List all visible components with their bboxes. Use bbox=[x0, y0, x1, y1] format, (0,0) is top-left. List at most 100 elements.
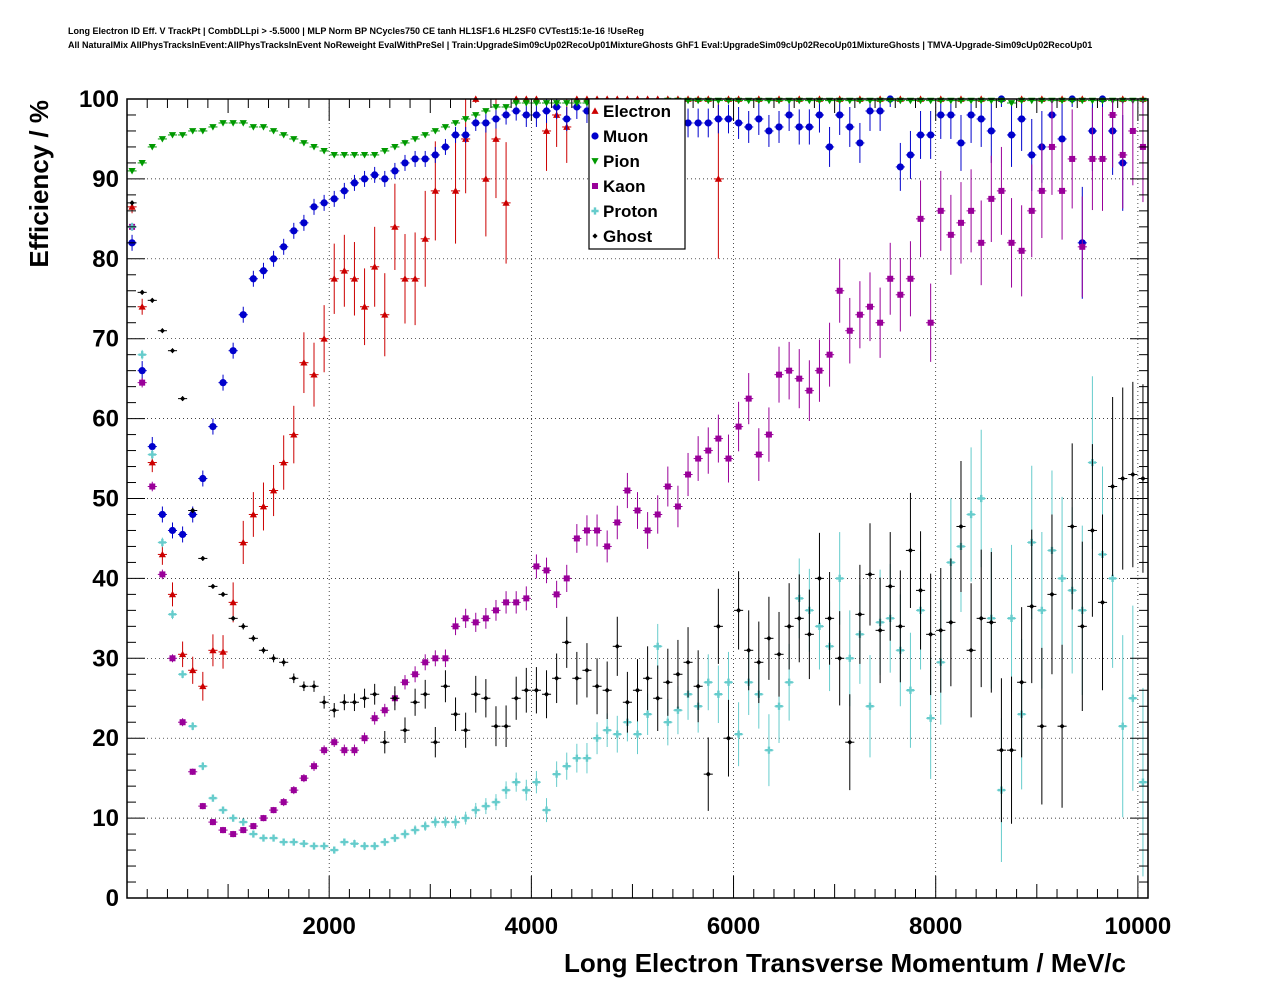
ghost-point bbox=[938, 627, 944, 633]
legend-kaon-marker bbox=[592, 183, 598, 189]
y-axis-title: Efficiency / % bbox=[24, 100, 54, 268]
electron-point bbox=[290, 430, 298, 438]
ghost-point bbox=[1029, 603, 1035, 609]
x-tick-label: 4000 bbox=[505, 913, 558, 940]
proton-point bbox=[290, 838, 298, 846]
kaon-point bbox=[735, 423, 742, 430]
kaon-point bbox=[220, 827, 227, 834]
muon-point bbox=[714, 115, 722, 123]
electron-point bbox=[280, 458, 288, 466]
proton-point bbox=[411, 826, 419, 834]
ghost-point bbox=[1039, 723, 1045, 729]
muon-point bbox=[360, 175, 369, 183]
proton-point bbox=[654, 642, 662, 650]
kaon-point bbox=[604, 543, 611, 550]
ghost-point bbox=[786, 623, 792, 629]
proton-point bbox=[967, 510, 975, 519]
proton-series bbox=[127, 222, 1148, 877]
ghost-point bbox=[210, 583, 216, 589]
ghost-point bbox=[958, 523, 964, 530]
kaon-point bbox=[533, 563, 540, 570]
pion-point bbox=[128, 168, 136, 175]
x-tick-label: 10000 bbox=[1105, 913, 1172, 940]
ghost-point bbox=[746, 647, 752, 653]
kaon-point bbox=[159, 571, 166, 578]
kaon-point bbox=[230, 831, 237, 838]
ghost-point bbox=[917, 587, 924, 593]
ghost-point bbox=[463, 727, 469, 733]
proton-point bbox=[724, 678, 733, 686]
kaon-point bbox=[139, 379, 146, 386]
muon-point bbox=[451, 131, 460, 139]
proton-point bbox=[664, 718, 672, 726]
ghost-point bbox=[968, 647, 974, 653]
ghost-point bbox=[190, 507, 196, 514]
kaon-series bbox=[127, 99, 1148, 838]
kaon-point bbox=[1079, 243, 1086, 250]
electron-point bbox=[168, 590, 177, 598]
ghost-point bbox=[392, 695, 398, 701]
ghost-point bbox=[857, 611, 863, 617]
proton-point bbox=[512, 778, 520, 786]
muon-point bbox=[492, 115, 500, 123]
proton-point bbox=[573, 754, 581, 762]
muon-point bbox=[815, 111, 824, 119]
pion-point bbox=[158, 136, 166, 143]
kaon-point bbox=[846, 327, 853, 334]
proton-point bbox=[1129, 694, 1137, 702]
proton-point bbox=[371, 842, 379, 850]
proton-point bbox=[441, 818, 450, 826]
electron-point bbox=[421, 235, 429, 242]
ghost-point bbox=[594, 683, 600, 689]
y-tick-label: 20 bbox=[92, 725, 119, 752]
pion-point bbox=[360, 152, 369, 159]
kaon-point bbox=[1048, 143, 1055, 150]
ghost-point bbox=[634, 687, 641, 693]
ghost-point bbox=[948, 619, 954, 625]
kaon-point bbox=[957, 219, 964, 226]
pion-point bbox=[512, 100, 520, 107]
pion-point bbox=[522, 100, 530, 107]
pion-point bbox=[280, 132, 288, 139]
proton-point bbox=[1119, 722, 1127, 730]
muon-point bbox=[987, 127, 995, 135]
proton-point bbox=[340, 838, 348, 846]
proton-point bbox=[785, 678, 793, 686]
pion-point bbox=[563, 100, 571, 107]
pion-point bbox=[492, 104, 500, 111]
electron-point bbox=[360, 303, 369, 310]
ghost-series bbox=[127, 200, 1148, 824]
proton-point bbox=[259, 834, 268, 842]
ghost-point bbox=[554, 675, 560, 681]
kaon-point bbox=[179, 719, 186, 726]
kaon-point bbox=[381, 707, 388, 714]
muon-point bbox=[290, 227, 298, 235]
muon-point bbox=[401, 159, 409, 167]
legend-pion-label: Pion bbox=[603, 152, 640, 171]
proton-point bbox=[249, 830, 257, 838]
ghost-point bbox=[1099, 599, 1106, 605]
kaon-point bbox=[361, 735, 368, 742]
ghost-point bbox=[867, 571, 873, 578]
ghost-point bbox=[806, 631, 812, 637]
kaon-point bbox=[492, 607, 499, 614]
kaon-point bbox=[1089, 155, 1096, 162]
legend-electron-label: Electron bbox=[603, 102, 671, 121]
kaon-point bbox=[856, 311, 863, 318]
pion-point bbox=[330, 152, 338, 159]
ghost-point bbox=[907, 547, 914, 554]
kaon-point bbox=[290, 787, 297, 794]
electron-point bbox=[492, 135, 500, 142]
legend-proton-marker bbox=[591, 207, 599, 215]
pion-point bbox=[320, 148, 328, 155]
pion-point bbox=[411, 136, 419, 143]
muon-point bbox=[371, 171, 379, 179]
muon-point bbox=[259, 267, 268, 275]
ghost-point bbox=[412, 699, 418, 705]
x-tick-label: 6000 bbox=[707, 913, 760, 940]
kaon-point bbox=[897, 291, 904, 298]
kaon-point bbox=[442, 655, 449, 662]
pion-point bbox=[209, 124, 217, 131]
pion-point bbox=[391, 144, 399, 151]
muon-point bbox=[178, 530, 187, 539]
